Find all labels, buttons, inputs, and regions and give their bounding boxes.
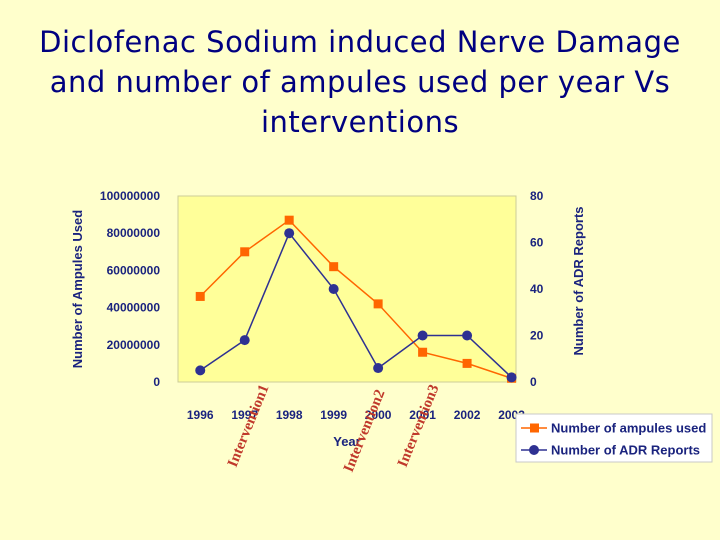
legend-box [515,413,713,463]
x-tick-label: 2002 [454,408,481,422]
x-tick-label: 1996 [187,408,214,422]
x-tick-label: 1999 [320,408,347,422]
data-point-circle [239,335,250,346]
legend-label: Number of ampules used [551,421,706,436]
y-right-tick-label: 60 [530,236,544,250]
legend-marker-circle [529,445,539,455]
data-point-square [418,347,428,357]
data-point-square [329,262,339,272]
title-line-2: and number of ampules used per year Vs [49,65,671,99]
x-tick-label: 1998 [276,408,303,422]
y-right-axis-title: Number of ADR Reports [571,206,586,355]
intervention-label: Intervention1 [225,382,273,469]
y-left-tick-label: 60000000 [107,263,161,277]
data-point-circle [195,365,206,376]
slide-title: Diclofenac Sodium induced Nerve Damage a… [0,22,720,142]
data-point-square [373,299,383,309]
series-line-1 [199,219,512,380]
data-point-square [284,215,294,225]
data-point-square [195,291,205,301]
data-point-square [462,358,472,368]
legend-label: Number of ADR Reports [551,443,700,458]
y-right-tick-label: 80 [530,189,544,203]
y-right-tick-label: 0 [530,375,537,389]
y-left-tick-label: 0 [153,375,160,389]
legend-marker-square [530,423,539,433]
plot-area [177,195,517,383]
y-right-tick-label: 40 [530,282,544,296]
y-right-tick-label: 20 [530,329,544,343]
intervention-label: Intervention3 [395,382,443,469]
intervention-label: Intervention2 [341,387,389,474]
x-tick-label: 2001 [409,408,436,422]
data-point-circle [373,363,384,374]
y-left-tick-label: 80000000 [107,226,161,240]
data-point-circle [284,228,295,239]
data-point-circle [462,330,473,341]
series-line-2 [199,231,513,378]
y-left-axis-title: Number of Ampules Used [70,210,85,368]
data-point-circle [417,330,428,341]
x-tick-label: 1997 [231,408,258,422]
y-left-tick-label: 20000000 [107,338,161,352]
x-axis-title: Year [333,434,360,449]
data-point-circle [328,284,339,294]
data-point-square [240,247,250,257]
title-line-3: interventions [260,105,460,139]
x-tick-label: 2000 [365,408,392,422]
data-point-circle [506,372,517,383]
y-left-tick-label: 40000000 [107,301,161,315]
title-line-1: Diclofenac Sodium induced Nerve Damage [39,25,681,59]
y-left-tick-label: 100000000 [100,189,160,203]
